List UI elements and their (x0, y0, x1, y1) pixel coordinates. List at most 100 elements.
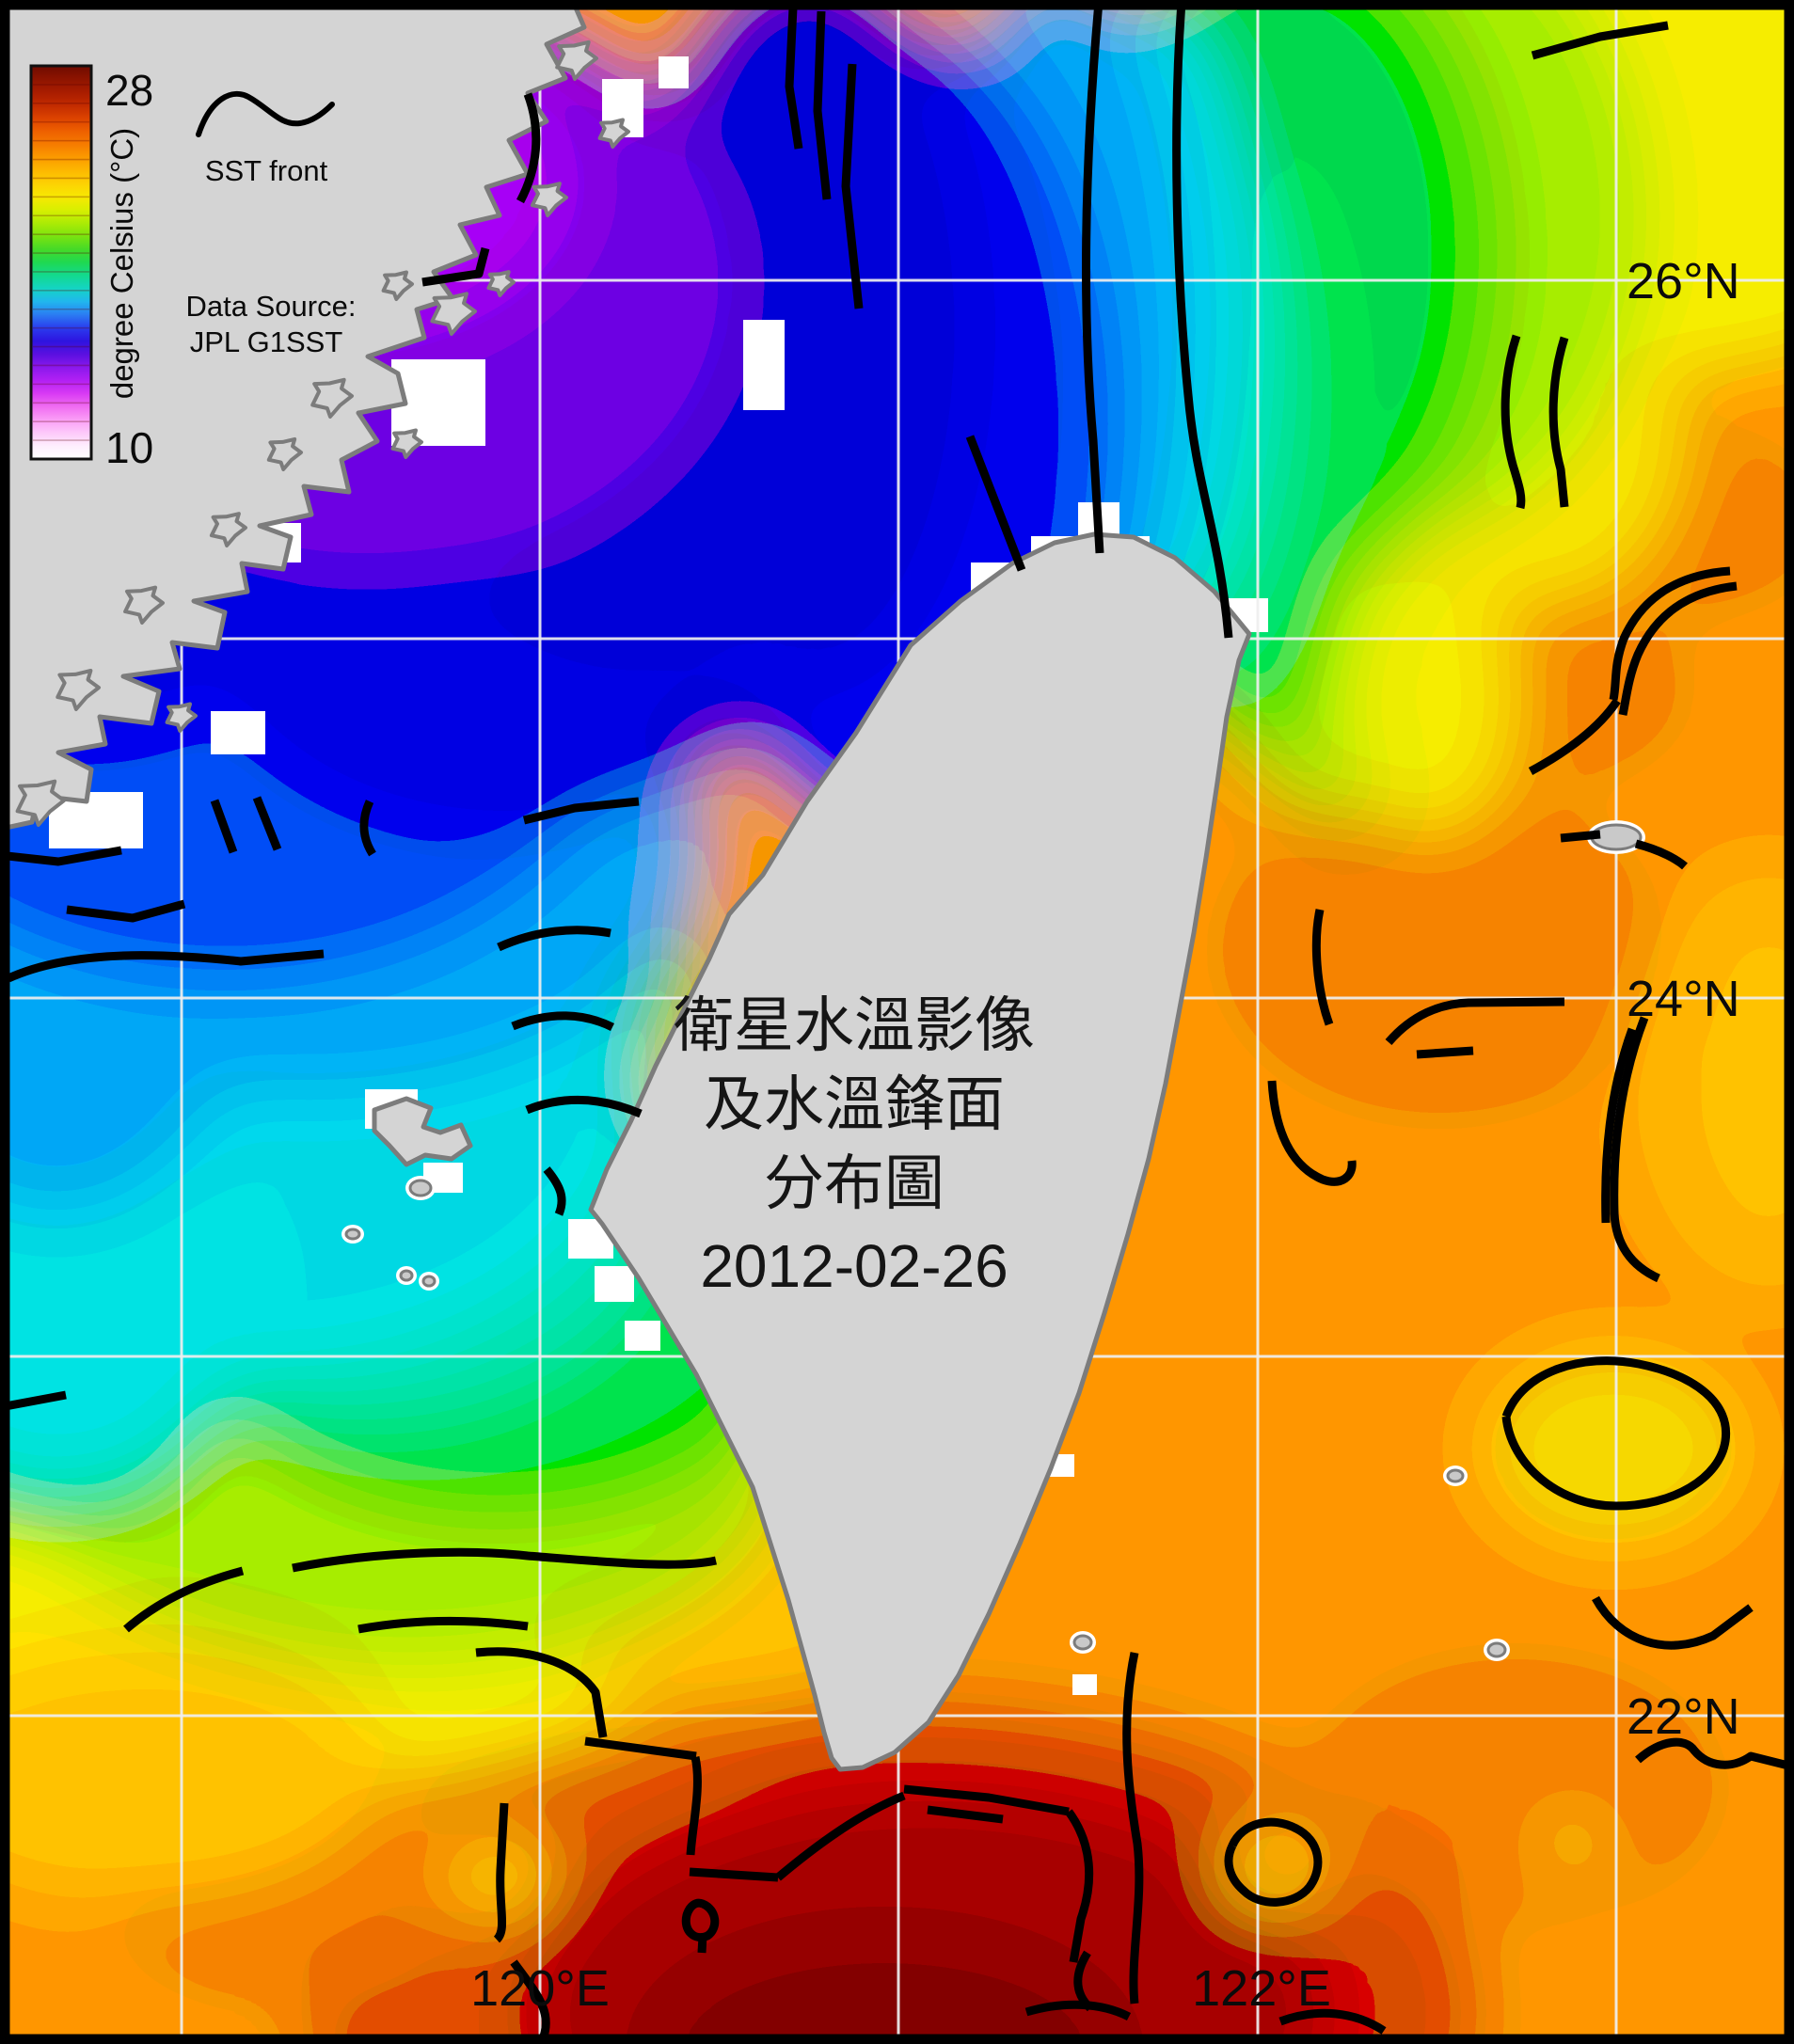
coastal-islet (266, 436, 303, 471)
sst-front-line (522, 797, 640, 825)
coastal-islet (165, 702, 198, 733)
sst-front-line (1635, 1737, 1785, 1769)
data-source-label: Data Source: (186, 290, 357, 323)
sst-front-line (357, 1616, 529, 1634)
small-island (344, 1228, 361, 1241)
sst-front-line (1601, 1027, 1637, 1224)
sst-front-line (421, 246, 490, 287)
sst-front-line (1172, 9, 1233, 639)
sst-front-line (1531, 21, 1669, 60)
colorbar-unit-label: degree Celsius (°C) (104, 128, 139, 399)
sst-front-line (1618, 581, 1738, 716)
sst-front-line (1528, 698, 1621, 775)
sst-front-line (903, 1784, 1070, 1816)
sea-temp-blob (1223, 790, 1656, 1110)
sst-front-line (475, 1647, 608, 1738)
lat-label-26n: 26°N (1627, 253, 1740, 309)
small-island (399, 1269, 414, 1282)
sst-front-line (1311, 909, 1334, 1026)
sst-front-line (1501, 1356, 1731, 1511)
sst-front-line (9, 949, 325, 983)
title-line-2: 及水溫鋒面 (704, 1070, 1005, 1138)
penghu-islands (372, 1096, 473, 1167)
sea-temp-blob (1486, 1355, 1740, 1543)
sst-front-line (493, 1802, 509, 1943)
coastal-islet (430, 292, 477, 336)
coastal-islet (530, 182, 568, 217)
coastal-islet (555, 40, 598, 81)
lon-label-120e: 120°E (470, 1960, 610, 2017)
sst-front-line (1560, 830, 1601, 843)
sst-front-line (510, 1959, 550, 2035)
cloud-patch (625, 1321, 660, 1351)
sst-front-line (1609, 566, 1731, 701)
sst-front-line (359, 800, 376, 857)
sst-front-line (965, 435, 1026, 572)
title-line-1: 衛星水溫影像 (674, 991, 1035, 1059)
sst-front-line (1122, 1652, 1144, 2004)
sst-front-line (1592, 1595, 1754, 1650)
sst-front-line (66, 899, 186, 923)
land-masses (9, 9, 1645, 1772)
offshore-islands (341, 820, 1645, 1661)
sea-temp-blob (1341, 555, 1519, 837)
sst-front-legend-icon (196, 90, 335, 137)
cloud-patch (659, 56, 689, 88)
sst-front-line (841, 63, 864, 309)
sst-front-line (1024, 2000, 1132, 2021)
sst-front-line (1278, 2008, 1387, 2035)
small-island (1072, 1634, 1093, 1651)
title-date: 2012-02-26 (700, 1232, 1008, 1300)
coastal-islet (123, 585, 165, 625)
sst-front-line (123, 1566, 245, 1633)
sea-temp-blob (1532, 1810, 1611, 1870)
sst-front-line (9, 846, 122, 866)
lat-label-22n: 22°N (1627, 1688, 1740, 1745)
sst-front-legend-label: SST front (205, 154, 328, 187)
coastal-islet (209, 512, 247, 547)
coastal-islet (56, 669, 101, 711)
sst-front-line (775, 1791, 906, 1881)
coastal-islet (486, 270, 516, 297)
sst-front-line (292, 1547, 717, 1573)
title-line-3: 分布圖 (764, 1149, 945, 1217)
sst-front-line (511, 1011, 615, 1032)
sst-front-line (686, 1756, 702, 1856)
sst-front-line (497, 926, 611, 952)
coastal-islet (597, 118, 630, 149)
sst-front-line (584, 1736, 697, 1761)
sst-front-line (1634, 839, 1688, 870)
lon-label-122e: 122°E (1192, 1960, 1331, 2017)
coastal-islet (310, 377, 354, 419)
cloud-patch (743, 320, 785, 410)
colorbar-ticks (33, 84, 89, 441)
sea-temp-blob (9, 1637, 386, 1900)
sst-front-line (681, 1898, 720, 1954)
sst-front-line (525, 1096, 643, 1118)
small-island (1446, 1468, 1465, 1483)
colorbar-min-label: 10 (105, 423, 153, 472)
sst-front-line (1548, 336, 1569, 508)
cloud-patch (1072, 1674, 1097, 1695)
lat-label-24n: 24°N (1627, 971, 1740, 1027)
legend: 28 10 degree Celsius (°C) SST front Data… (29, 64, 357, 472)
data-source-value: JPL G1SST (190, 325, 343, 358)
sst-front-line (543, 1166, 566, 1216)
coastal-islet (381, 270, 414, 301)
sst-front-line (210, 799, 238, 854)
coastal-islet (390, 428, 423, 459)
sst-front-line (785, 9, 803, 150)
colorbar-max-label: 28 (105, 66, 153, 115)
sst-front-line (1610, 1016, 1660, 1283)
sea-temp-blob (1627, 865, 1785, 1298)
sst-front-line (1267, 1080, 1357, 1186)
coastal-islet (15, 779, 66, 827)
sst-front-line (1416, 1046, 1474, 1059)
small-island (408, 1179, 433, 1197)
cloud-patch (211, 711, 265, 754)
sst-front-line (689, 1867, 779, 1882)
taiwan-island (588, 531, 1252, 1772)
sst-front-line (1081, 9, 1104, 554)
